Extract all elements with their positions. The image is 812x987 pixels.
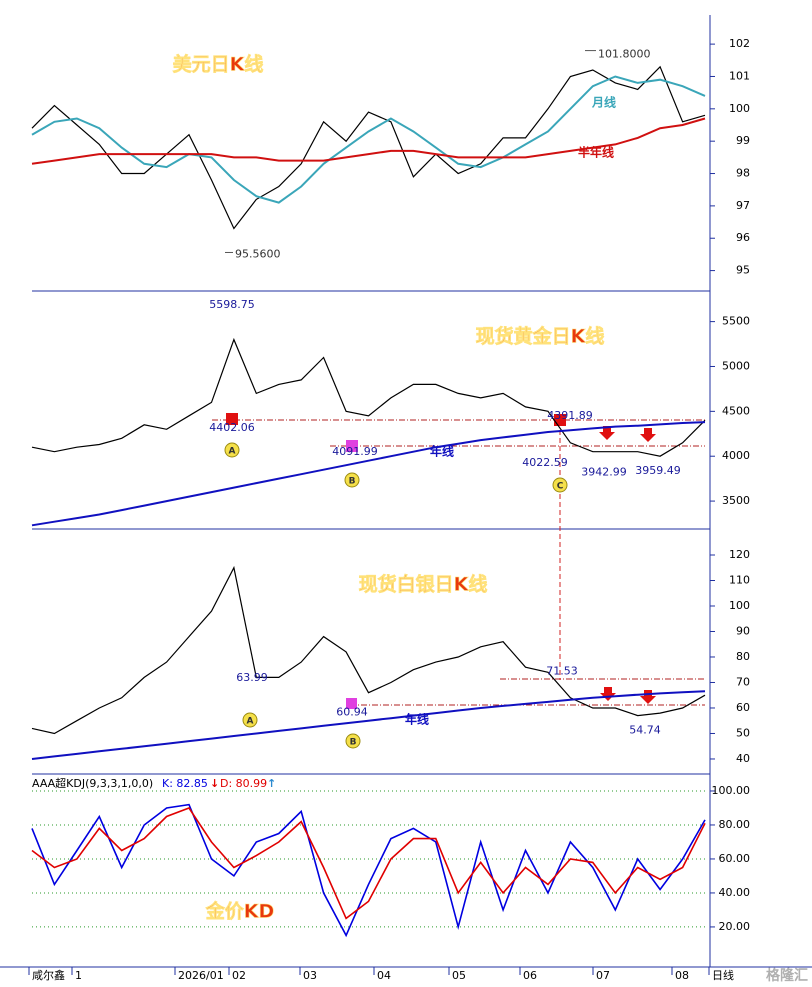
series-line — [31, 421, 706, 527]
arrow-up: ↑ — [267, 777, 276, 790]
x-tick-label: 04 — [377, 969, 391, 982]
y-tick-label: 95 — [736, 264, 750, 277]
x-tick-label: 08 — [675, 969, 689, 982]
annotation: 101.8000 — [598, 48, 651, 61]
annotation: 5598.75 — [209, 298, 255, 311]
y-tick-label: 5500 — [722, 315, 750, 328]
watermark: 格隆汇 — [766, 967, 808, 984]
y-tick-label: 70 — [736, 675, 750, 688]
arrow — [640, 428, 656, 442]
y-tick-label: 96 — [736, 231, 750, 244]
panel-title: 现货白银日K线 — [359, 573, 488, 596]
annotation: 4391.89 — [547, 409, 593, 422]
y-tick-label: 3500 — [722, 494, 750, 507]
y-tick-label: 40 — [736, 752, 750, 765]
series-label: 半年线 — [578, 145, 614, 160]
y-tick-label: 110 — [729, 573, 750, 586]
y-tick-label: 20.00 — [719, 920, 751, 933]
y-tick-label: 101 — [729, 69, 750, 82]
x-tick-label: 日线 — [712, 968, 734, 982]
marker-square — [346, 698, 357, 709]
annotation: 60.94 — [336, 706, 368, 719]
k-label: K: 82.85 — [162, 777, 208, 790]
y-tick-label: 100 — [729, 102, 750, 115]
x-tick-label: 1 — [75, 969, 82, 982]
series-line — [31, 690, 706, 760]
x-tick-label: 07 — [596, 969, 610, 982]
marker-circle — [552, 477, 568, 493]
x-tick-label: 05 — [452, 969, 466, 982]
y-tick-label: 100 — [729, 599, 750, 612]
x-tick-label: 02 — [232, 969, 246, 982]
annotation: 71.53 — [546, 665, 578, 678]
x-tick-label: 咸尔鑫 — [32, 968, 65, 982]
panel-title: 现货黄金日K线 — [476, 325, 605, 348]
marker-square — [346, 440, 358, 452]
series-line — [31, 65, 706, 230]
y-tick-label: 60.00 — [719, 852, 751, 865]
series-line — [31, 117, 706, 165]
annotation: 4091.99 — [332, 445, 378, 458]
panel-title: 金价KD — [205, 900, 275, 923]
marker-letter: B — [349, 477, 356, 487]
y-tick-label: 90 — [736, 624, 750, 637]
annotation: 63.99 — [236, 671, 268, 684]
y-tick-label: 80 — [736, 650, 750, 663]
y-tick-label: 40.00 — [719, 886, 751, 899]
arrow-down: ↓ — [210, 777, 219, 790]
y-tick-label: 60 — [736, 701, 750, 714]
marker-circle — [224, 442, 240, 458]
arrow — [600, 687, 616, 701]
arrow — [599, 426, 615, 440]
y-tick-label: 4500 — [722, 404, 750, 417]
series-label: 年线 — [405, 712, 429, 727]
y-tick-label: 80.00 — [719, 818, 751, 831]
marker-letter: B — [350, 738, 357, 748]
series-line — [31, 807, 706, 920]
x-tick-label: 06 — [523, 969, 537, 982]
panel-title: 美元日K线 — [173, 53, 264, 76]
annotation: 3942.99 — [581, 465, 627, 478]
annotation: 3959.49 — [635, 464, 681, 477]
marker-circle — [242, 712, 258, 728]
series-line — [31, 337, 706, 457]
marker-letter: A — [247, 717, 254, 727]
annotation: 54.74 — [629, 723, 661, 736]
marker-circle — [345, 733, 361, 749]
marker-circle — [344, 472, 360, 488]
d-label: D: 80.99 — [220, 777, 267, 790]
annotation: 4402.06 — [209, 421, 255, 434]
y-tick-label: 99 — [736, 134, 750, 147]
y-tick-label: 4000 — [722, 449, 750, 462]
y-tick-label: 100.00 — [712, 784, 751, 797]
series-line — [31, 75, 706, 204]
x-tick-label: 2026/01 — [178, 969, 224, 982]
marker-letter: C — [557, 482, 564, 492]
annotation: 95.5600 — [235, 247, 281, 260]
series-label: 年线 — [430, 444, 454, 459]
x-tick-label: 03 — [303, 969, 317, 982]
y-tick-label: 98 — [736, 167, 750, 180]
annotation: 4022.59 — [522, 456, 568, 469]
y-tick-label: 5000 — [722, 359, 750, 372]
y-tick-label: 50 — [736, 726, 750, 739]
marker-letter: A — [229, 447, 236, 457]
series-label: 月线 — [591, 95, 616, 110]
series-line — [31, 803, 706, 938]
y-tick-label: 97 — [736, 199, 750, 212]
marker-square — [226, 413, 238, 425]
y-tick-label: 102 — [729, 37, 750, 50]
y-tick-label: 120 — [729, 548, 750, 561]
indicator-name: AAA超KDJ(9,3,3,1,0,0) — [32, 776, 153, 790]
series-line — [31, 565, 706, 735]
